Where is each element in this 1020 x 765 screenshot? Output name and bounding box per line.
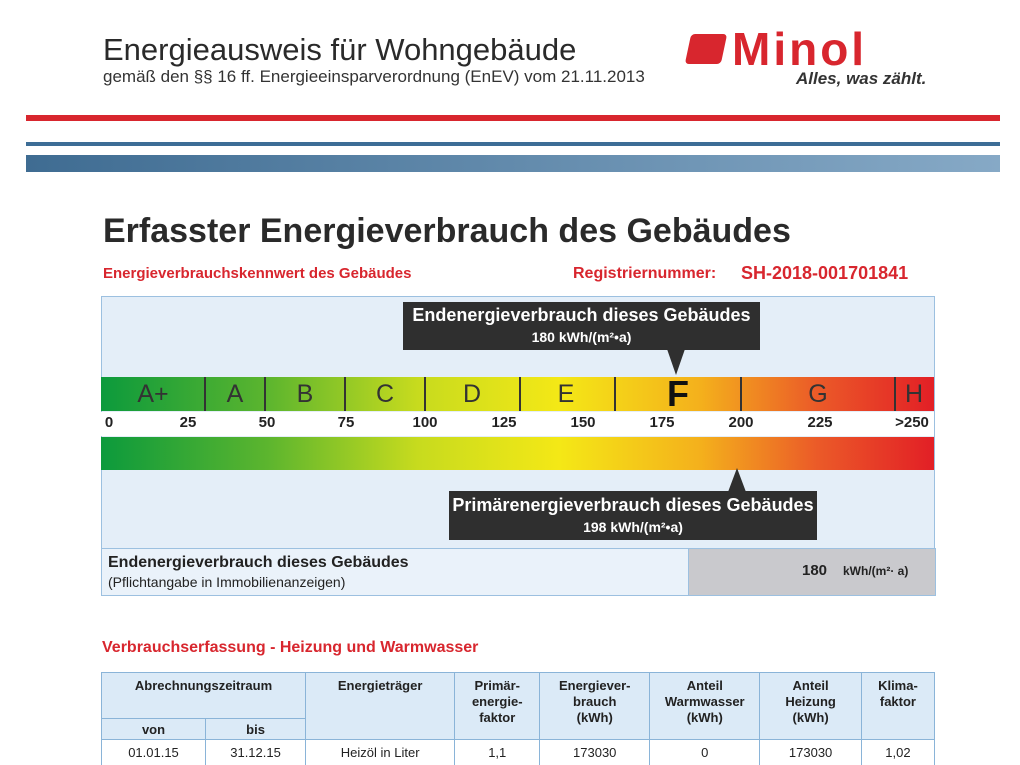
energy-class: A	[226, 380, 244, 408]
section-label: Energieverbrauchskennwert des Gebäudes	[103, 265, 412, 282]
table-cell: 173030	[759, 739, 862, 765]
energy-class: F	[667, 373, 689, 414]
class-divider	[344, 377, 346, 411]
class-divider	[264, 377, 266, 411]
header-line: energie-	[471, 694, 523, 709]
table-cell: 173030	[539, 739, 651, 765]
table-cell: 1,02	[860, 739, 936, 765]
scale-label: 75	[337, 414, 355, 431]
energy-class: B	[296, 380, 314, 408]
stripe-gradient	[26, 155, 1000, 172]
header-line: Energiever-	[558, 678, 631, 693]
table-row: 01.01.15 31.12.15 Heizöl in Liter 1,1 173030…	[101, 739, 936, 765]
summary-note: (Pflichtangabe in Immobilienanzeigen)	[108, 574, 346, 590]
table-body: 01.01.15 31.12.15 Heizöl in Liter 1,1 173030…	[101, 739, 936, 765]
logo: Minol	[732, 23, 868, 75]
scale-label: 25	[179, 414, 197, 431]
subtitle: gemäß den §§ 16 ff. Energieeinsparverord…	[103, 67, 645, 86]
scale-label: 225	[807, 414, 833, 431]
stripe-blue	[26, 142, 1000, 146]
table-cell: Heizöl in Liter	[305, 739, 456, 765]
table-cell: 0	[649, 739, 761, 765]
section-title: Erfasster Energieverbrauch des Gebäudes	[103, 212, 791, 250]
header-line: Primär-	[474, 678, 521, 693]
header-line: (kWh)	[792, 710, 829, 725]
header-line: Klima-	[878, 678, 918, 693]
class-divider	[424, 377, 426, 411]
energy-class: E	[557, 380, 575, 408]
summary-value: 180	[802, 562, 828, 579]
energy-class: A+	[137, 380, 169, 408]
header-line: faktor	[879, 694, 916, 709]
header-line: Anteil	[686, 678, 723, 693]
table-head: Abrechnungszeitraum Energieträger Primär-e…	[100, 672, 936, 740]
table-cell: 01.01.15	[101, 739, 206, 765]
slogan: Alles, was zählt.	[796, 69, 927, 88]
header-line: (kWh)	[576, 710, 613, 725]
header-line: Warmwasser	[664, 694, 745, 709]
header-cell: Abrechnungszeitraum	[100, 672, 307, 719]
header-row: von bis	[101, 718, 935, 740]
scale-label: 50	[258, 414, 276, 431]
header-cell: Energieträger	[305, 672, 456, 740]
callout-title: Endenergieverbrauch dieses Gebäudes	[412, 305, 751, 325]
class-divider	[894, 377, 896, 411]
scale-bar-lower	[101, 437, 934, 470]
callout-title: Primärenergieverbrauch dieses Gebäudes	[452, 495, 814, 515]
summary-unit: kWh/(m²· a)	[843, 564, 909, 578]
registration-label: Registriernummer:	[573, 265, 717, 282]
summary-title: Endenergieverbrauch dieses Gebäudes	[108, 554, 409, 571]
callout-value: 198 kWh/(m²•a)	[583, 519, 683, 535]
table-title: Verbrauchserfassung - Heizung und Warmwa…	[102, 639, 479, 656]
class-divider	[519, 377, 521, 411]
header-cell: von	[101, 718, 206, 740]
title: Energieausweis für Wohngebäude	[103, 32, 577, 67]
header-line: Anteil	[792, 678, 829, 693]
summary-value-box: 180 kWh/(m²· a)	[688, 548, 936, 596]
scale-label: 200	[728, 414, 754, 431]
energy-class: D	[462, 380, 482, 408]
header-cell: Klima-faktor	[860, 672, 936, 740]
header-row: Abrechnungszeitraum Energieträger Primär-e…	[100, 672, 936, 740]
stripe-red	[26, 115, 1000, 121]
header-cell: bis	[204, 718, 307, 740]
scale-label: 100	[412, 414, 438, 431]
scale-label: 175	[649, 414, 675, 431]
header-line: Energieträger	[337, 678, 423, 693]
header-line: faktor	[479, 710, 516, 725]
scale-label: >250	[895, 414, 929, 431]
energy-class: H	[904, 380, 924, 408]
energy-class: G	[808, 380, 828, 408]
scale-bar	[101, 377, 934, 411]
table-cell: 31.12.15	[204, 739, 307, 765]
scale-label: 0	[104, 414, 114, 431]
header-cell: Energiever-brauch (kWh)	[539, 672, 651, 740]
registration-number: SH-2018-001701841	[741, 263, 909, 283]
header-cell: Primär-energie-faktor	[454, 672, 541, 740]
header-line: Heizung	[785, 694, 836, 709]
table-cell: 1,1	[454, 739, 541, 765]
class-divider	[740, 377, 742, 411]
header-cell: Anteil Heizung (kWh)	[759, 672, 862, 740]
scale-label: 150	[570, 414, 596, 431]
end-energy-callout: Endenergieverbrauch dieses Gebäudes 180 …	[403, 302, 760, 350]
header-line: (kWh)	[686, 710, 723, 725]
callout-value: 180 kWh/(m²•a)	[531, 329, 632, 345]
header-line: brauch	[573, 694, 617, 709]
primary-energy-callout: Primärenergieverbrauch dieses Gebäudes 1…	[449, 491, 817, 540]
class-divider	[204, 377, 206, 411]
class-divider	[614, 377, 616, 411]
scale-label: 125	[491, 414, 517, 431]
scale-numbers-row	[101, 412, 934, 436]
header-cell: Anteil Warmwasser (kWh)	[649, 672, 761, 740]
end-energy-arrow	[667, 349, 685, 375]
primary-energy-arrow	[728, 468, 746, 492]
logo-icon	[684, 34, 728, 64]
consumption-table: Abrechnungszeitraum Energieträger Primär-e…	[100, 672, 936, 765]
energy-class: C	[375, 380, 395, 408]
summary-box: Endenergieverbrauch dieses Gebäudes (Pfl…	[101, 548, 690, 596]
